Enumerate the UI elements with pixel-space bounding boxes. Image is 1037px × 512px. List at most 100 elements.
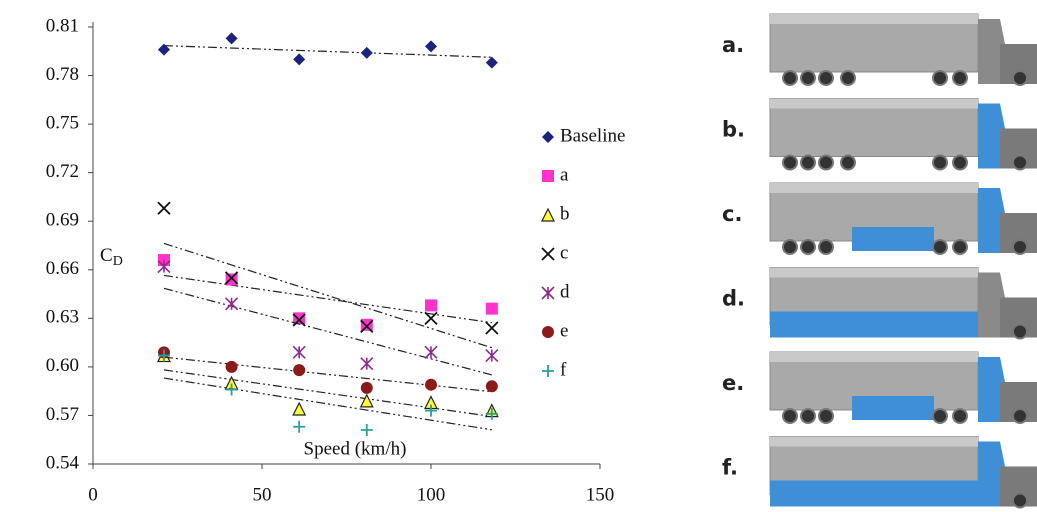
side-skirt — [852, 227, 934, 251]
point — [224, 271, 239, 285]
point — [292, 345, 306, 359]
wheel — [932, 154, 948, 171]
point — [424, 345, 438, 359]
trend-line — [163, 287, 492, 376]
wheel — [818, 70, 834, 86]
point — [360, 357, 374, 371]
point — [157, 259, 171, 274]
y-tick-label: 0.75 — [46, 112, 79, 133]
point — [293, 312, 306, 325]
point — [360, 381, 373, 394]
wheel — [840, 154, 856, 171]
trailer-shade — [770, 436, 978, 447]
wheel — [1012, 323, 1028, 340]
wheel — [932, 408, 948, 424]
point — [293, 420, 306, 433]
panel-label: d. — [722, 287, 745, 311]
wheel — [782, 70, 798, 86]
legend-label: c — [560, 242, 568, 263]
legend-label: f — [560, 359, 567, 380]
truck — [769, 436, 1037, 509]
wheel — [952, 239, 968, 255]
y-tick-label: 0.72 — [46, 161, 79, 182]
y-label-sub: D — [113, 254, 123, 269]
wheel — [952, 408, 968, 424]
panel-label: b. — [722, 118, 745, 142]
y-tick-label: 0.63 — [46, 307, 79, 328]
wheel — [1012, 492, 1028, 509]
point — [425, 404, 437, 417]
x-tick-label: 0 — [88, 484, 98, 505]
point — [157, 201, 171, 215]
wheel — [782, 239, 798, 255]
point — [225, 297, 239, 311]
panel-label: c. — [722, 202, 742, 226]
wheel — [800, 408, 816, 424]
point — [485, 321, 499, 335]
trailer-shade — [770, 183, 978, 193]
point — [424, 311, 438, 325]
point — [485, 380, 498, 393]
wheel — [1012, 70, 1028, 86]
trailer-shade — [770, 352, 978, 362]
wheel — [932, 70, 948, 86]
truck — [769, 98, 1037, 171]
wheel — [932, 239, 948, 255]
point — [292, 313, 306, 327]
side-skirt — [852, 396, 934, 420]
y-tick-label: 0.54 — [46, 452, 80, 473]
wheel — [1012, 239, 1028, 255]
legend-label: b — [560, 203, 570, 224]
y-tick-label: 0.78 — [46, 64, 79, 85]
y-tick-label: 0.57 — [46, 404, 79, 425]
point — [157, 349, 170, 362]
trend-line — [163, 274, 492, 324]
legend-marker — [542, 326, 554, 338]
point — [485, 407, 498, 420]
trend-line — [163, 45, 492, 58]
y-tick-label: 0.60 — [46, 355, 79, 376]
legend-label: e — [560, 320, 568, 341]
x-axis-label: Speed (km/h) — [304, 438, 407, 459]
point — [425, 299, 437, 312]
point — [485, 348, 499, 363]
wheel — [800, 154, 816, 171]
truck — [769, 267, 1037, 340]
y-tick-label: 0.66 — [46, 258, 79, 279]
trend-line — [163, 242, 493, 349]
legend-marker — [541, 207, 555, 222]
legend-label: Baseline — [560, 125, 625, 146]
x-tick-label: 100 — [417, 484, 446, 505]
point — [485, 302, 498, 315]
wheel — [800, 70, 816, 86]
legend-marker — [542, 170, 554, 182]
panel-label: e. — [722, 371, 744, 395]
point — [485, 56, 498, 69]
truck — [769, 351, 1037, 424]
wheel — [1012, 408, 1028, 424]
trailer-shade — [770, 98, 978, 109]
point — [225, 360, 238, 373]
point — [425, 40, 437, 53]
trailer-shade — [770, 14, 978, 24]
side-skirt — [770, 311, 978, 338]
point — [225, 32, 238, 45]
point — [157, 43, 170, 56]
point — [425, 378, 437, 391]
legend-label: a — [560, 164, 569, 185]
point — [360, 319, 374, 334]
legend-marker — [541, 286, 555, 300]
legend-marker — [541, 247, 555, 261]
trend-line — [163, 369, 492, 418]
wheel — [818, 154, 834, 171]
point — [157, 254, 170, 267]
y-axis-label: CD — [100, 245, 123, 269]
wheel — [782, 154, 798, 171]
side-skirt — [770, 480, 978, 507]
point — [360, 318, 373, 331]
legend-marker — [542, 365, 554, 377]
wheel — [818, 408, 834, 424]
y-tick-label: 0.81 — [46, 15, 79, 36]
wheel — [952, 70, 968, 86]
